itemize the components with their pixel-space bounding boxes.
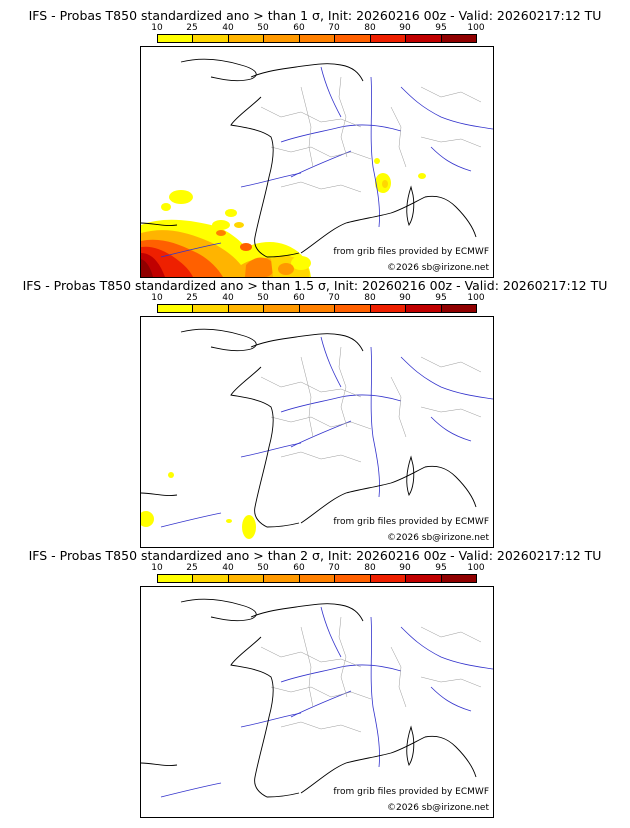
coastlines [141, 598, 477, 798]
colorbar-swatch [299, 575, 336, 582]
colorbar [157, 34, 477, 43]
colorbar-swatch [228, 35, 265, 42]
colorbar-swatch [441, 35, 476, 42]
colorbar-swatch [193, 35, 229, 42]
colorbar-swatch [158, 305, 194, 312]
borders [260, 346, 482, 463]
panel-title: IFS - Probas T850 standardized ano > tha… [22, 278, 608, 293]
panel-title: IFS - Probas T850 standardized ano > tha… [28, 548, 602, 563]
colorbar-swatch [158, 35, 194, 42]
credit-grib: from grib files provided by ECMWF [333, 517, 489, 527]
colorbar-tick: 70 [328, 563, 340, 573]
colorbar-swatch [158, 575, 194, 582]
colorbar-swatch [299, 35, 336, 42]
colorbar-tick: 80 [364, 23, 376, 33]
colorbar-tick: 25 [186, 293, 198, 303]
colorbar-swatch [264, 575, 300, 582]
credit-site: ©2026 sb@irizone.net [387, 533, 489, 543]
colorbar-tick: 100 [467, 23, 485, 33]
colorbar-swatch [406, 575, 442, 582]
colorbar-tick: 10 [151, 563, 163, 573]
probability-field [141, 472, 256, 539]
colorbar-tick: 95 [435, 293, 447, 303]
coastlines [141, 58, 477, 258]
probability-map: from grib files provided by ECMWF ©2026 … [140, 46, 494, 278]
colorbar-labels: 10 25 40 50 60 70 80 90 95 100 [151, 23, 484, 34]
probability-map: from grib files provided by ECMWF ©2026 … [140, 316, 494, 548]
colorbar-tick: 40 [222, 293, 234, 303]
map-canvas [141, 58, 493, 277]
map-panel-1: IFS - Probas T850 standardized ano > tha… [0, 8, 630, 280]
colorbar-swatch [370, 305, 407, 312]
probability-map: from grib files provided by ECMWF ©2026 … [140, 586, 494, 818]
colorbar-labels: 10 25 40 50 60 70 80 90 95 100 [151, 293, 484, 304]
colorbar-tick: 80 [364, 293, 376, 303]
colorbar-tick: 40 [222, 23, 234, 33]
colorbar-tick: 10 [151, 23, 163, 33]
colorbar-tick: 50 [257, 563, 269, 573]
colorbar-swatch [335, 305, 371, 312]
credit-grib: from grib files provided by ECMWF [333, 787, 489, 797]
colorbar-tick: 60 [293, 563, 305, 573]
colorbar-tick: 90 [399, 293, 411, 303]
colorbar-tick: 90 [399, 563, 411, 573]
colorbar-swatch [193, 575, 229, 582]
colorbar-swatch [228, 575, 265, 582]
colorbar-swatch [406, 305, 442, 312]
colorbar-swatch [441, 305, 476, 312]
colorbar-tick: 10 [151, 293, 163, 303]
colorbar-tick: 25 [186, 563, 198, 573]
coastlines [141, 328, 477, 528]
probability-field [141, 158, 426, 277]
colorbar-swatch [193, 305, 229, 312]
rivers [160, 336, 493, 528]
colorbar-tick: 60 [293, 23, 305, 33]
colorbar-swatch [228, 305, 265, 312]
map-canvas [141, 328, 493, 539]
colorbar-swatch [441, 575, 476, 582]
rivers [160, 66, 493, 258]
colorbar-tick: 100 [467, 293, 485, 303]
colorbar-labels: 10 25 40 50 60 70 80 90 95 100 [151, 563, 484, 574]
colorbar-tick: 40 [222, 563, 234, 573]
credit-site: ©2026 sb@irizone.net [387, 263, 489, 273]
colorbar-swatch [370, 575, 407, 582]
credit-site: ©2026 sb@irizone.net [387, 803, 489, 813]
colorbar [157, 574, 477, 583]
map-panel-3: IFS - Probas T850 standardized ano > tha… [0, 548, 630, 820]
colorbar-tick: 90 [399, 23, 411, 33]
colorbar-tick: 80 [364, 563, 376, 573]
colorbar-tick: 70 [328, 23, 340, 33]
colorbar-tick: 95 [435, 563, 447, 573]
colorbar-swatch [370, 35, 407, 42]
map-canvas [141, 598, 493, 798]
colorbar-swatch [335, 575, 371, 582]
colorbar [157, 304, 477, 313]
panel-title: IFS - Probas T850 standardized ano > tha… [28, 8, 602, 23]
borders [260, 616, 482, 733]
rivers [160, 606, 493, 798]
colorbar-tick: 50 [257, 23, 269, 33]
colorbar-swatch [299, 305, 336, 312]
colorbar-tick: 60 [293, 293, 305, 303]
colorbar-tick: 70 [328, 293, 340, 303]
colorbar-tick: 50 [257, 293, 269, 303]
colorbar-swatch [264, 305, 300, 312]
colorbar-swatch [406, 35, 442, 42]
map-panel-2: IFS - Probas T850 standardized ano > tha… [0, 278, 630, 550]
borders [260, 76, 482, 193]
colorbar-tick: 95 [435, 23, 447, 33]
colorbar-swatch [264, 35, 300, 42]
colorbar-tick: 25 [186, 23, 198, 33]
credit-grib: from grib files provided by ECMWF [333, 247, 489, 257]
colorbar-swatch [335, 35, 371, 42]
colorbar-tick: 100 [467, 563, 485, 573]
